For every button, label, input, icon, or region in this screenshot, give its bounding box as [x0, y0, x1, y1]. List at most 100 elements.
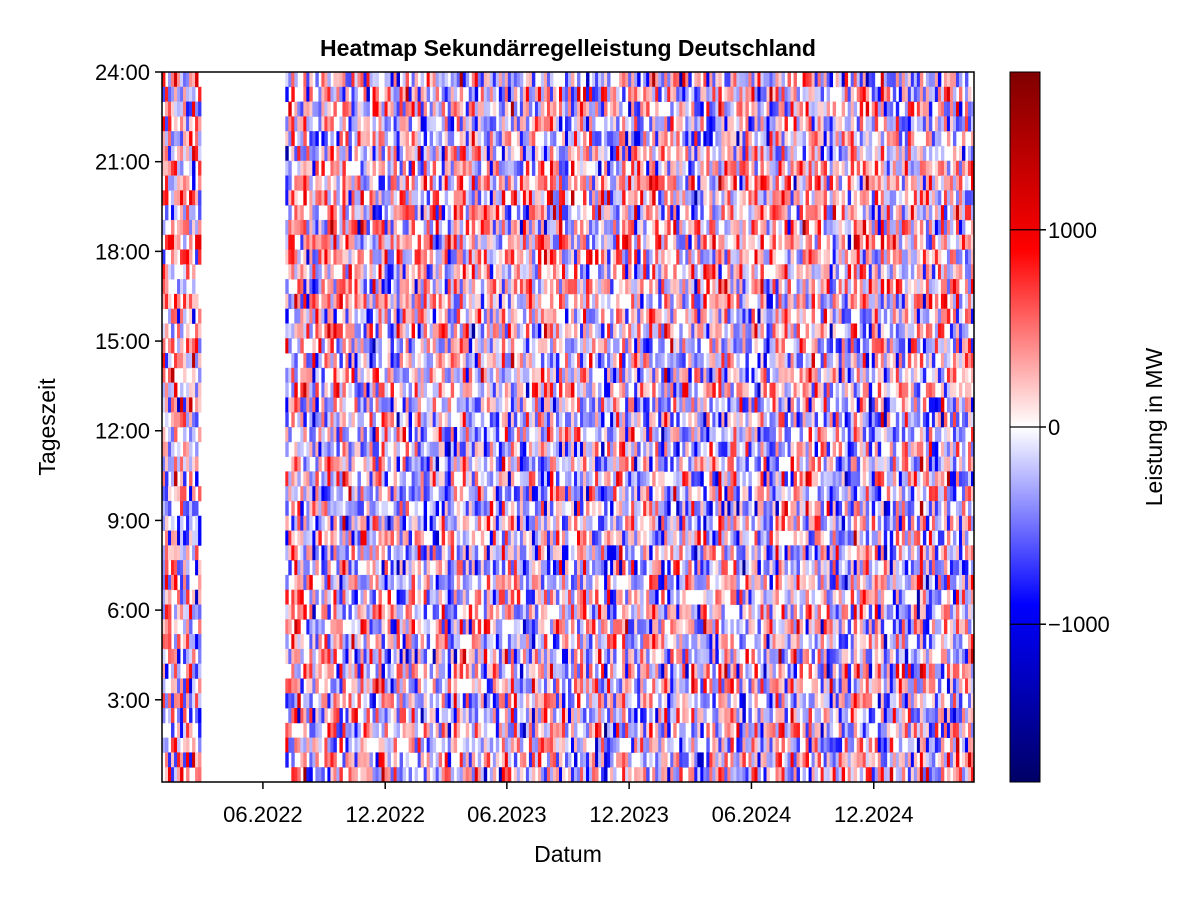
- heat-cell: [549, 131, 554, 147]
- heat-cell: [312, 249, 316, 265]
- heat-cell: [171, 574, 175, 591]
- heat-cell: [327, 737, 331, 753]
- heat-cell: [312, 367, 316, 384]
- heat-cell: [165, 693, 169, 709]
- heat-cell: [333, 471, 337, 487]
- heat-cell: [447, 693, 452, 709]
- heat-cell: [342, 634, 346, 650]
- heat-cell: [357, 604, 361, 620]
- heat-cell: [429, 131, 434, 147]
- heat-cell: [399, 293, 403, 310]
- heat-cell: [384, 678, 388, 694]
- heat-cell: [165, 279, 169, 295]
- heat-cell: [580, 663, 584, 679]
- heat-cell: [396, 767, 400, 782]
- heat-cell: [592, 486, 596, 502]
- heat-cell: [183, 234, 187, 250]
- heat-cell: [640, 678, 644, 694]
- heat-cell: [192, 589, 196, 605]
- heat-cell: [522, 752, 527, 768]
- heat-cell: [168, 693, 172, 709]
- heat-cell: [300, 486, 304, 502]
- heat-cell: [577, 589, 581, 605]
- heat-cell: [342, 72, 346, 88]
- heat-cell: [537, 486, 542, 502]
- heat-cell: [162, 708, 166, 724]
- heat-cell: [366, 367, 370, 384]
- heat-cell: [513, 367, 518, 384]
- heat-cell: [426, 367, 431, 384]
- heat-cell: [489, 604, 494, 620]
- heat-cell: [423, 175, 428, 191]
- heat-cell: [646, 101, 650, 117]
- heat-cell: [622, 767, 626, 782]
- heat-cell: [555, 441, 560, 457]
- heat-cell: [595, 72, 599, 88]
- heat-cell: [405, 323, 410, 339]
- heat-cell: [444, 264, 449, 280]
- heat-cell: [402, 131, 406, 147]
- heat-cell: [480, 116, 485, 132]
- heat-cell: [510, 353, 515, 369]
- heat-cell: [546, 737, 551, 753]
- heat-cell: [444, 619, 449, 635]
- heat-cell: [462, 382, 467, 398]
- heat-cell: [198, 619, 202, 635]
- heat-cell: [186, 456, 190, 472]
- heat-cell: [453, 456, 458, 472]
- heat-cell: [378, 279, 382, 295]
- heat-cell: [486, 471, 491, 487]
- heat-cell: [649, 86, 653, 102]
- heat-cell: [601, 308, 605, 324]
- heat-cell: [381, 145, 385, 162]
- heat-cell: [429, 441, 434, 457]
- heat-cell: [339, 619, 343, 635]
- heat-cell: [438, 663, 443, 679]
- heat-cell: [192, 205, 196, 221]
- heat-cell: [471, 634, 476, 650]
- heat-cell: [577, 382, 581, 398]
- heat-cell: [507, 574, 512, 591]
- heat-cell: [601, 752, 605, 768]
- heat-cell: [589, 279, 593, 295]
- heat-cell: [537, 190, 542, 206]
- heat-cell: [477, 737, 482, 753]
- heat-cell: [426, 560, 431, 576]
- heat-cell: [162, 427, 166, 443]
- heat-cell: [309, 767, 313, 782]
- heat-cell: [555, 397, 560, 413]
- heat-cell: [363, 101, 367, 117]
- heat-cell: [631, 471, 635, 487]
- heat-cell: [525, 456, 530, 472]
- heat-cell: [555, 678, 560, 694]
- heat-cell: [333, 412, 337, 428]
- heat-cell: [558, 86, 563, 102]
- heat-cell: [165, 145, 169, 162]
- heat-cell: [465, 279, 470, 295]
- heat-cell: [528, 767, 533, 782]
- heat-cell: [540, 648, 545, 665]
- heat-cell: [312, 722, 316, 739]
- heat-cell: [537, 545, 542, 561]
- heat-cell: [555, 175, 560, 191]
- heat-cell: [558, 338, 563, 354]
- heat-cell: [555, 234, 560, 250]
- heat-cell: [507, 648, 512, 665]
- heat-cell: [177, 72, 181, 88]
- heat-cell: [568, 471, 572, 487]
- heat-cell: [507, 293, 512, 310]
- heat-cell: [390, 234, 394, 250]
- heat-cell: [396, 486, 400, 502]
- heat-cell: [525, 604, 530, 620]
- heat-cell: [480, 234, 485, 250]
- heat-cell: [318, 767, 322, 782]
- heat-cell: [625, 367, 629, 384]
- heat-cell: [450, 604, 455, 620]
- heat-cell: [330, 427, 334, 443]
- heat-cell: [628, 471, 632, 487]
- heat-cell: [456, 205, 461, 221]
- heat-cell: [474, 634, 479, 650]
- heat-cell: [604, 116, 608, 132]
- heat-cell: [513, 456, 518, 472]
- heat-cell: [498, 279, 503, 295]
